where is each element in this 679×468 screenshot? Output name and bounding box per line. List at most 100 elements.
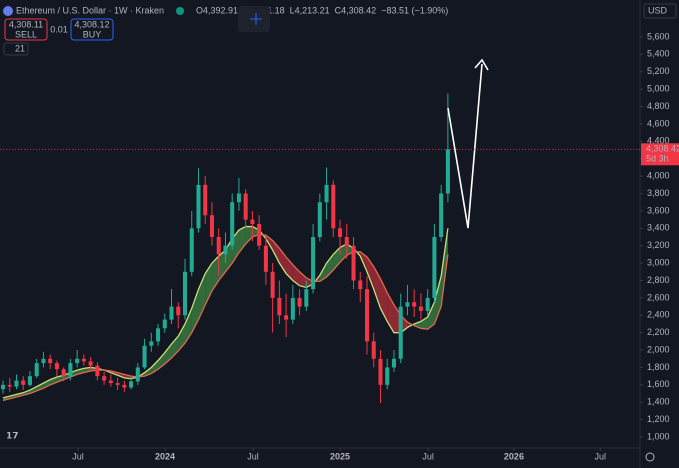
last-price-box: [641, 143, 679, 166]
y-tick-label: 3,200: [647, 240, 670, 250]
ohlc-value: O4,392.91: [196, 5, 238, 15]
candle-body: [338, 228, 343, 238]
candle-body: [48, 358, 53, 364]
ribbon-fill: [441, 228, 448, 307]
y-tick-label: 2,400: [647, 310, 670, 320]
candle-body: [243, 193, 248, 220]
y-tick-label: 3,800: [647, 188, 670, 198]
candle-body: [135, 367, 140, 382]
buy-label: BUY: [83, 29, 102, 39]
ribbon-fill: [319, 263, 327, 282]
y-tick-label: 2,200: [647, 327, 670, 337]
y-tick-label: 3,600: [647, 205, 670, 215]
sell-label: SELL: [15, 29, 37, 39]
candle-body: [196, 184, 201, 229]
currency: USD: [648, 5, 668, 15]
candle-body: [398, 306, 403, 359]
market-status: [176, 7, 184, 15]
candle-body: [445, 149, 450, 194]
candle-body: [297, 297, 302, 307]
ribbon-fill: [151, 360, 159, 374]
x-tick-label: Jul: [422, 451, 434, 461]
candle-body: [351, 245, 356, 281]
candle-body: [270, 271, 275, 298]
candle-body: [223, 245, 228, 255]
tv-logo: 𝟭𝟳: [6, 430, 19, 440]
candle-body: [88, 361, 93, 366]
candle-body: [263, 245, 268, 272]
candle-body: [68, 363, 73, 377]
candle-body: [129, 381, 134, 388]
ribbon-fill: [414, 321, 421, 329]
buy-price: 4,308.12: [74, 19, 109, 29]
candle-body: [311, 237, 316, 290]
indicator-count: 21: [15, 43, 25, 53]
candle-body: [236, 193, 241, 203]
candle-body: [230, 202, 235, 246]
ribbon-fill: [272, 240, 280, 264]
candle-body: [250, 219, 255, 224]
candle-body: [162, 319, 167, 329]
candle-body: [122, 384, 127, 388]
candle-body: [142, 345, 147, 368]
plot-area: [0, 93, 450, 404]
candle-body: [156, 328, 161, 342]
ribbon-fill: [279, 248, 287, 274]
candle-body: [378, 358, 383, 385]
candle-body: [284, 315, 289, 320]
y-tick-label: 3,400: [647, 223, 670, 233]
y-tick-label: 4,600: [647, 118, 670, 128]
candle-body: [176, 306, 181, 316]
ribbon-fill: [43, 379, 51, 389]
annotation-arrow: [447, 63, 483, 229]
ribbon-fill: [238, 226, 246, 253]
candle-body: [364, 289, 370, 342]
y-tick-label: 1,800: [647, 362, 670, 372]
candle-body: [317, 202, 322, 238]
y-tick-label: 4,400: [647, 136, 670, 146]
symbol-title: Ethereum / U.S. Dollar · 1W · Kraken: [16, 5, 164, 15]
ribbon-fill: [299, 271, 307, 288]
candle-body: [41, 358, 46, 364]
currency-select[interactable]: [643, 3, 677, 19]
candle-body: [21, 380, 26, 385]
candle-body: [439, 193, 444, 238]
y-tick-label: 1,200: [647, 414, 670, 424]
candle-body: [371, 341, 376, 359]
candle-body: [432, 237, 437, 298]
candle-body: [169, 306, 174, 320]
y-tick-label: 3,000: [647, 257, 670, 267]
candle-body: [81, 358, 86, 362]
x-tick-label: Jul: [247, 451, 259, 461]
ribbon-fill: [245, 226, 253, 244]
candle-body: [14, 380, 19, 387]
y-tick-label: 2,800: [647, 275, 670, 285]
ribbon-fill: [218, 250, 226, 281]
x-tick-label: 2026: [504, 451, 524, 461]
candle-body: [324, 184, 329, 203]
candle-body: [108, 380, 113, 384]
indicator-toggle[interactable]: [3, 42, 29, 56]
sell-button[interactable]: [4, 18, 48, 41]
candle-body: [216, 237, 221, 255]
y-tick-label: 1,000: [647, 431, 670, 441]
candle-body: [27, 376, 32, 385]
ribbon-fill: [427, 302, 435, 330]
arrow-head: [474, 58, 489, 71]
settings-icon[interactable]: [645, 452, 655, 462]
ribbon-fill: [306, 277, 314, 288]
y-tick-label: 5,600: [647, 31, 670, 41]
eth-icon: [3, 6, 13, 16]
ohlc-value: C4,308.42: [335, 5, 377, 15]
candle-body: [0, 384, 6, 390]
candle-body: [277, 297, 282, 316]
buy-button[interactable]: [70, 18, 114, 41]
ohlc-value: −83.51 (−1.90%): [381, 5, 448, 15]
candle-body: [7, 384, 12, 387]
y-tick-label: 1,600: [647, 379, 670, 389]
candle-body: [304, 289, 309, 307]
x-tick-label: Jul: [594, 451, 606, 461]
y-tick-label: 5,000: [647, 84, 670, 94]
candle-body: [358, 280, 363, 290]
candle-body: [34, 363, 39, 377]
